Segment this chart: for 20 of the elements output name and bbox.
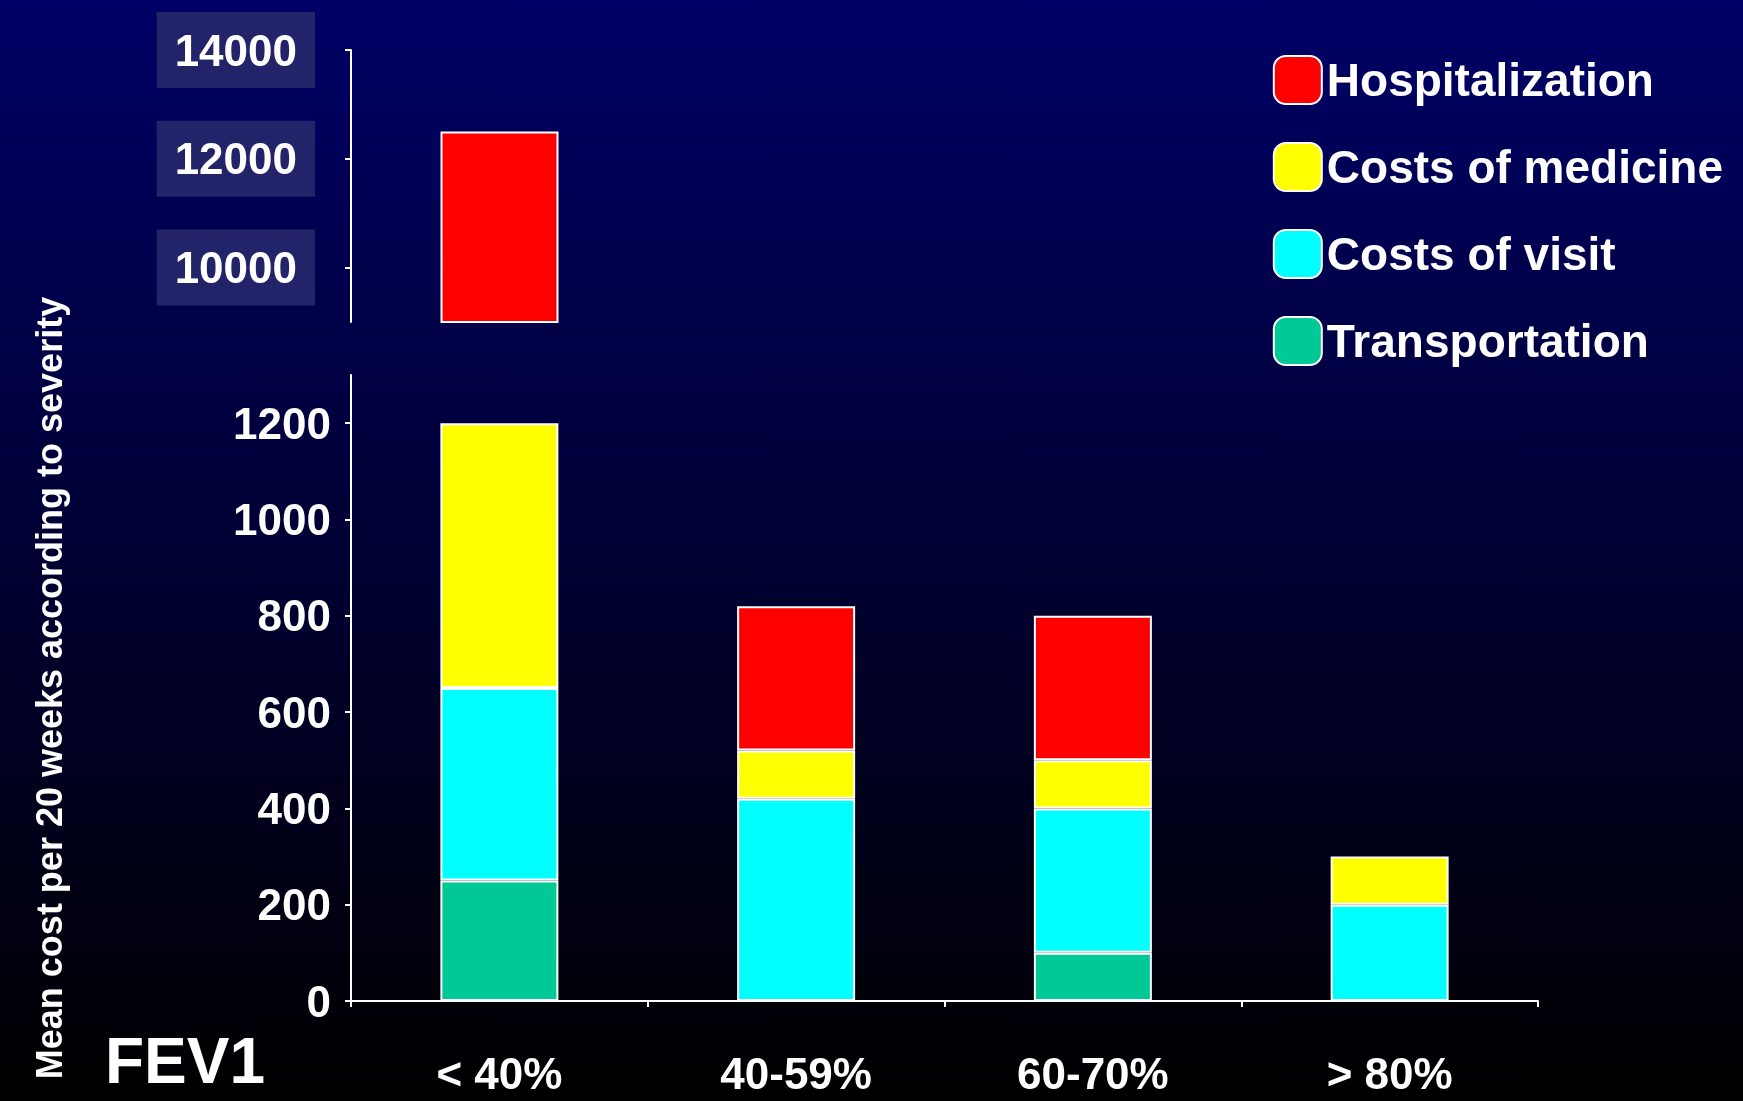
y-tick-label: 600	[257, 687, 331, 737]
y-tick-label: 0	[306, 976, 331, 1026]
x-tick-label: > 80%	[1326, 1048, 1453, 1098]
y-tick-label: 12000	[174, 134, 297, 184]
y-tick-label: 400	[257, 783, 331, 833]
y-tick-label: 1200	[233, 398, 331, 448]
y-tick-label: 200	[257, 880, 331, 930]
x-tick-label: 60-70%	[1017, 1048, 1169, 1098]
y-tick-label: 10000	[174, 243, 297, 293]
y-tick-label: 1000	[233, 494, 331, 544]
x-axis-title: FEV1	[105, 1025, 266, 1097]
legend-label: Costs of visit	[1326, 228, 1616, 280]
x-tick-label: 40-59%	[720, 1048, 872, 1098]
y-axis-title: Mean cost per 20 weeks according to severity	[28, 296, 70, 1080]
legend-label: Transportation	[1326, 315, 1649, 367]
legend-label: Hospitalization	[1326, 54, 1654, 106]
y-tick-label: 14000	[174, 25, 297, 75]
x-tick-label: < 40%	[436, 1048, 563, 1098]
y-tick-label: 800	[257, 591, 331, 641]
legend-label: Costs of medicine	[1326, 141, 1724, 193]
